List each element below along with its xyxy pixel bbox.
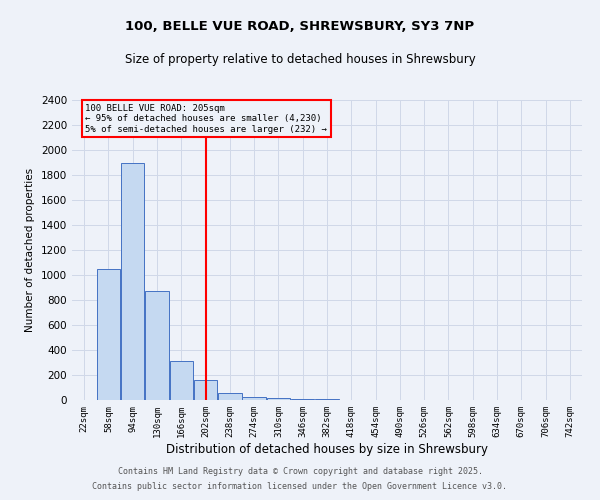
Bar xyxy=(194,380,217,400)
Bar xyxy=(291,399,314,400)
Text: Contains HM Land Registry data © Crown copyright and database right 2025.: Contains HM Land Registry data © Crown c… xyxy=(118,467,482,476)
Bar xyxy=(145,291,169,400)
Text: 100 BELLE VUE ROAD: 205sqm
← 95% of detached houses are smaller (4,230)
5% of se: 100 BELLE VUE ROAD: 205sqm ← 95% of deta… xyxy=(85,104,328,134)
Bar xyxy=(242,397,266,400)
Text: 100, BELLE VUE ROAD, SHREWSBURY, SY3 7NP: 100, BELLE VUE ROAD, SHREWSBURY, SY3 7NP xyxy=(125,20,475,33)
Text: Size of property relative to detached houses in Shrewsbury: Size of property relative to detached ho… xyxy=(125,52,475,66)
Bar xyxy=(170,361,193,400)
Text: Contains public sector information licensed under the Open Government Licence v3: Contains public sector information licen… xyxy=(92,482,508,491)
X-axis label: Distribution of detached houses by size in Shrewsbury: Distribution of detached houses by size … xyxy=(166,442,488,456)
Bar xyxy=(266,398,290,400)
Bar xyxy=(218,392,242,400)
Bar xyxy=(97,269,120,400)
Bar xyxy=(121,162,145,400)
Y-axis label: Number of detached properties: Number of detached properties xyxy=(25,168,35,332)
